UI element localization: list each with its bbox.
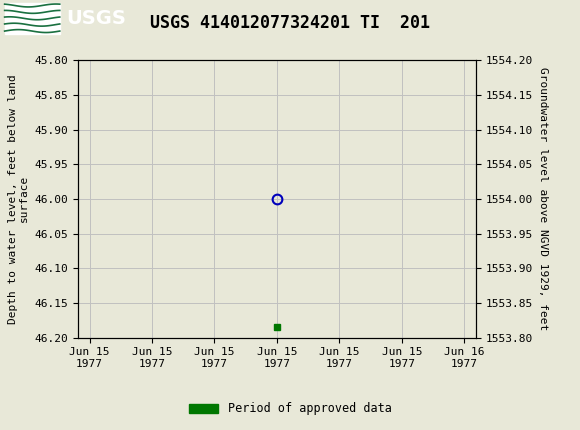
- Legend: Period of approved data: Period of approved data: [188, 402, 392, 415]
- Bar: [5, 3, 60, 34]
- Text: USGS 414012077324201 TI  201: USGS 414012077324201 TI 201: [150, 14, 430, 32]
- Text: USGS: USGS: [67, 9, 126, 28]
- Y-axis label: Groundwater level above NGVD 1929, feet: Groundwater level above NGVD 1929, feet: [538, 67, 548, 331]
- Y-axis label: Depth to water level, feet below land
surface: Depth to water level, feet below land su…: [8, 74, 29, 324]
